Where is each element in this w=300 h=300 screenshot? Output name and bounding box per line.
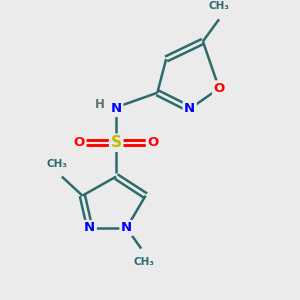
Text: H: H: [95, 98, 105, 111]
Text: N: N: [121, 221, 132, 235]
Text: N: N: [184, 102, 195, 116]
Text: N: N: [111, 102, 122, 116]
Text: O: O: [213, 82, 225, 95]
Text: N: N: [84, 221, 95, 235]
Text: S: S: [111, 135, 122, 150]
Text: CH₃: CH₃: [208, 1, 230, 11]
Text: CH₃: CH₃: [47, 159, 68, 169]
Text: O: O: [74, 136, 85, 149]
Text: O: O: [147, 136, 159, 149]
Text: CH₃: CH₃: [134, 257, 154, 267]
